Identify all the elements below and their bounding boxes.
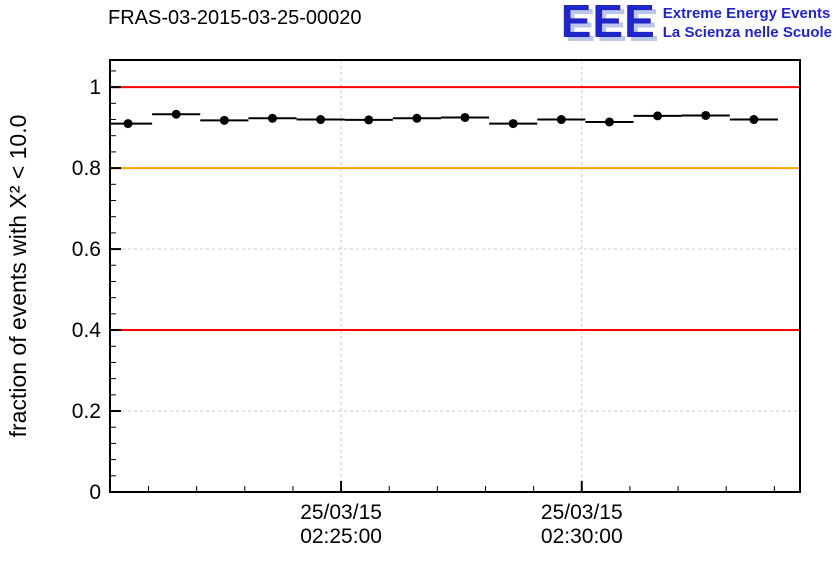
data-point bbox=[508, 119, 518, 129]
data-point bbox=[171, 109, 181, 119]
x-tick-label: 02:30:00 bbox=[541, 525, 623, 548]
data-point bbox=[364, 115, 374, 125]
logo-subtitle-line2: La Scienza nelle Scuole bbox=[662, 23, 832, 41]
eee-logo-text: EEE bbox=[560, 0, 656, 47]
eee-logo: EEE Extreme Energy Events La Scienza nel… bbox=[560, 0, 832, 47]
y-tick-label: 0.6 bbox=[72, 238, 101, 261]
data-point bbox=[701, 110, 711, 120]
y-tick-label: 0.8 bbox=[72, 157, 101, 180]
data-point bbox=[556, 115, 566, 125]
y-tick-label: 0.4 bbox=[72, 319, 102, 342]
data-point bbox=[316, 115, 326, 125]
x-tick-label: 02:25:00 bbox=[300, 525, 382, 548]
data-point bbox=[219, 115, 229, 125]
x-tick-label: 25/03/15 bbox=[300, 501, 382, 524]
eee-logo-subtitle: Extreme Energy Events La Scienza nelle S… bbox=[663, 2, 832, 43]
data-point bbox=[412, 113, 422, 123]
logo-subtitle-line1: Extreme Energy Events bbox=[662, 5, 831, 22]
data-point bbox=[267, 113, 277, 123]
y-tick-label: 1 bbox=[89, 76, 101, 99]
data-point bbox=[460, 112, 470, 122]
data-point bbox=[653, 111, 663, 121]
data-point bbox=[749, 115, 759, 125]
y-tick-label: 0.2 bbox=[72, 400, 101, 423]
x-tick-label: 25/03/15 bbox=[541, 501, 623, 524]
plot-frame bbox=[109, 59, 801, 493]
data-point bbox=[604, 117, 614, 127]
data-point bbox=[123, 119, 133, 129]
y-axis-title: fraction of events with X² < 10.0 bbox=[5, 115, 31, 438]
y-tick-label: 0 bbox=[89, 481, 101, 504]
chart-title: FRAS-03-2015-03-25-00020 bbox=[108, 7, 362, 29]
